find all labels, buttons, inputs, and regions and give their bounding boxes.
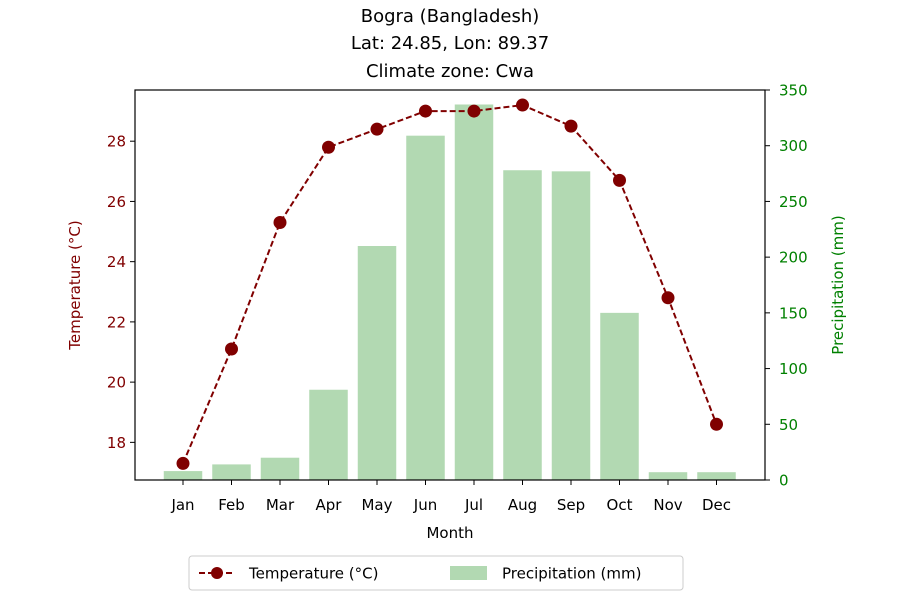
x-tick-label: Oct bbox=[607, 496, 633, 514]
temperature-point-dec bbox=[710, 417, 723, 431]
temperature-point-aug bbox=[516, 98, 529, 112]
left-tick-label: 24 bbox=[107, 253, 126, 271]
legend-box bbox=[188, 555, 684, 591]
precipitation-bar-feb bbox=[212, 464, 251, 480]
precipitation-bar-oct bbox=[600, 312, 639, 480]
chart-subtitle-climate-zone: Climate zone: Cwa bbox=[366, 61, 534, 82]
left-tick-label: 26 bbox=[107, 193, 126, 211]
right-tick-label: 50 bbox=[779, 416, 798, 434]
right-tick-label: 250 bbox=[779, 193, 808, 211]
right-axis-label: Precipitation (mm) bbox=[829, 215, 847, 354]
precipitation-bar-jul bbox=[454, 104, 494, 480]
x-tick-label: Jan bbox=[170, 496, 194, 514]
legend-temperature-marker bbox=[211, 567, 223, 579]
legend-precipitation-label: Precipitation (mm) bbox=[502, 565, 641, 583]
left-tick-label: 20 bbox=[107, 374, 126, 392]
precipitation-bars bbox=[163, 104, 736, 481]
x-tick-label: Aug bbox=[508, 496, 537, 514]
legend-precipitation-swatch bbox=[450, 566, 487, 580]
temperature-point-nov bbox=[661, 291, 675, 305]
x-tick-label: Feb bbox=[218, 496, 245, 514]
x-axis-label: Month bbox=[426, 524, 473, 542]
precipitation-bar-nov bbox=[648, 472, 688, 480]
precipitation-bar-jun bbox=[406, 135, 445, 480]
chart-title: Bogra (Bangladesh) bbox=[361, 6, 540, 27]
x-tick-label: Apr bbox=[316, 496, 343, 514]
temperature-point-may bbox=[370, 122, 384, 136]
legend: Temperature (°C) Precipitation (mm) bbox=[188, 555, 684, 591]
left-axis-label: Temperature (°C) bbox=[66, 220, 84, 350]
x-tick-label: May bbox=[361, 496, 392, 514]
legend-temperature-label: Temperature (°C) bbox=[248, 565, 378, 583]
temperature-point-jan bbox=[176, 456, 190, 470]
right-tick-label: 300 bbox=[779, 137, 808, 155]
x-axis-ticks: Jan Feb Mar Apr May Jun Jul Aug Sep Oct Nov Dec bbox=[170, 480, 731, 514]
temperature-point-jun bbox=[419, 104, 432, 118]
plot-frame bbox=[134, 89, 766, 481]
left-tick-label: 28 bbox=[107, 133, 126, 151]
precipitation-bar-aug bbox=[503, 170, 542, 480]
temperature-point-sep bbox=[564, 119, 578, 133]
precipitation-bar-dec bbox=[697, 472, 736, 480]
temperature-point-oct bbox=[613, 173, 626, 187]
right-tick-label: 100 bbox=[779, 360, 808, 378]
temperature-point-mar bbox=[273, 216, 287, 230]
precipitation-bar-sep bbox=[551, 171, 591, 481]
x-tick-label: Dec bbox=[702, 496, 731, 514]
right-tick-label: 150 bbox=[779, 304, 808, 322]
temperature-line bbox=[176, 98, 723, 470]
x-tick-label: Mar bbox=[266, 496, 295, 514]
x-tick-label: Jul bbox=[464, 496, 483, 514]
x-tick-label: Jun bbox=[413, 496, 437, 514]
right-tick-label: 0 bbox=[779, 472, 789, 490]
precipitation-bar-mar bbox=[260, 457, 300, 480]
left-tick-label: 18 bbox=[107, 434, 126, 452]
x-tick-label: Nov bbox=[653, 496, 682, 514]
precipitation-bar-may bbox=[357, 246, 397, 480]
precipitation-bar-jan bbox=[163, 471, 203, 480]
temperature-point-apr bbox=[322, 140, 335, 154]
temperature-point-jul bbox=[467, 104, 481, 118]
chart-subtitle-location: Lat: 24.85, Lon: 89.37 bbox=[351, 33, 549, 54]
precipitation-bar-apr bbox=[309, 389, 348, 480]
temperature-point-feb bbox=[225, 342, 238, 356]
right-tick-label: 350 bbox=[779, 82, 808, 100]
right-axis-ticks: 0 50 100 150 200 250 300 350 bbox=[765, 82, 808, 490]
x-tick-label: Sep bbox=[557, 496, 585, 514]
left-axis-ticks: 18 20 22 24 26 28 bbox=[107, 133, 135, 452]
temperature-series-line bbox=[182, 104, 718, 464]
left-tick-label: 22 bbox=[107, 313, 126, 331]
right-tick-label: 200 bbox=[779, 249, 808, 267]
